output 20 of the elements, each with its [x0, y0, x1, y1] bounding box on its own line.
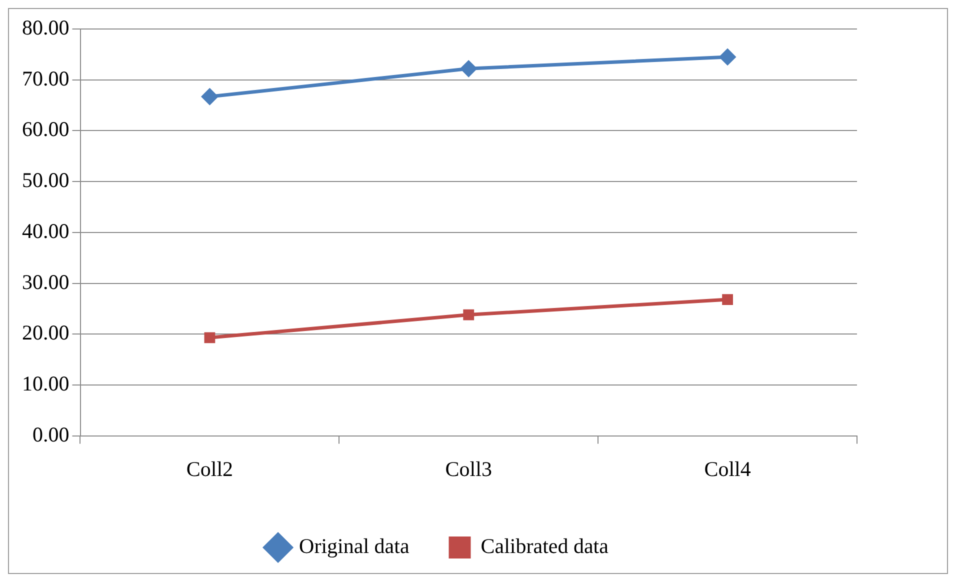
point	[201, 88, 218, 106]
y-tick-label: 0.00	[32, 422, 70, 446]
legend-label: Calibrated data	[480, 534, 610, 558]
legend-label: Original data	[299, 534, 410, 558]
point	[722, 294, 733, 305]
y-tick-label: 10.00	[22, 371, 70, 396]
y-tick-label: 30.00	[22, 270, 70, 294]
point	[463, 309, 474, 320]
y-tick-label: 40.00	[22, 218, 70, 243]
y-tick-label: 60.00	[22, 117, 70, 142]
y-tick-label: 80.00	[22, 16, 70, 40]
y-tick-label: 20.00	[22, 320, 70, 345]
point	[719, 48, 736, 66]
y-tick-label: 70.00	[22, 66, 70, 90]
x-tick-label: Coll3	[445, 456, 492, 481]
point	[460, 60, 478, 78]
y-tick-label: 50.00	[22, 168, 70, 192]
point	[204, 332, 216, 344]
x-tick-label: Coll4	[704, 456, 752, 481]
x-tick-label: Coll2	[186, 456, 234, 481]
